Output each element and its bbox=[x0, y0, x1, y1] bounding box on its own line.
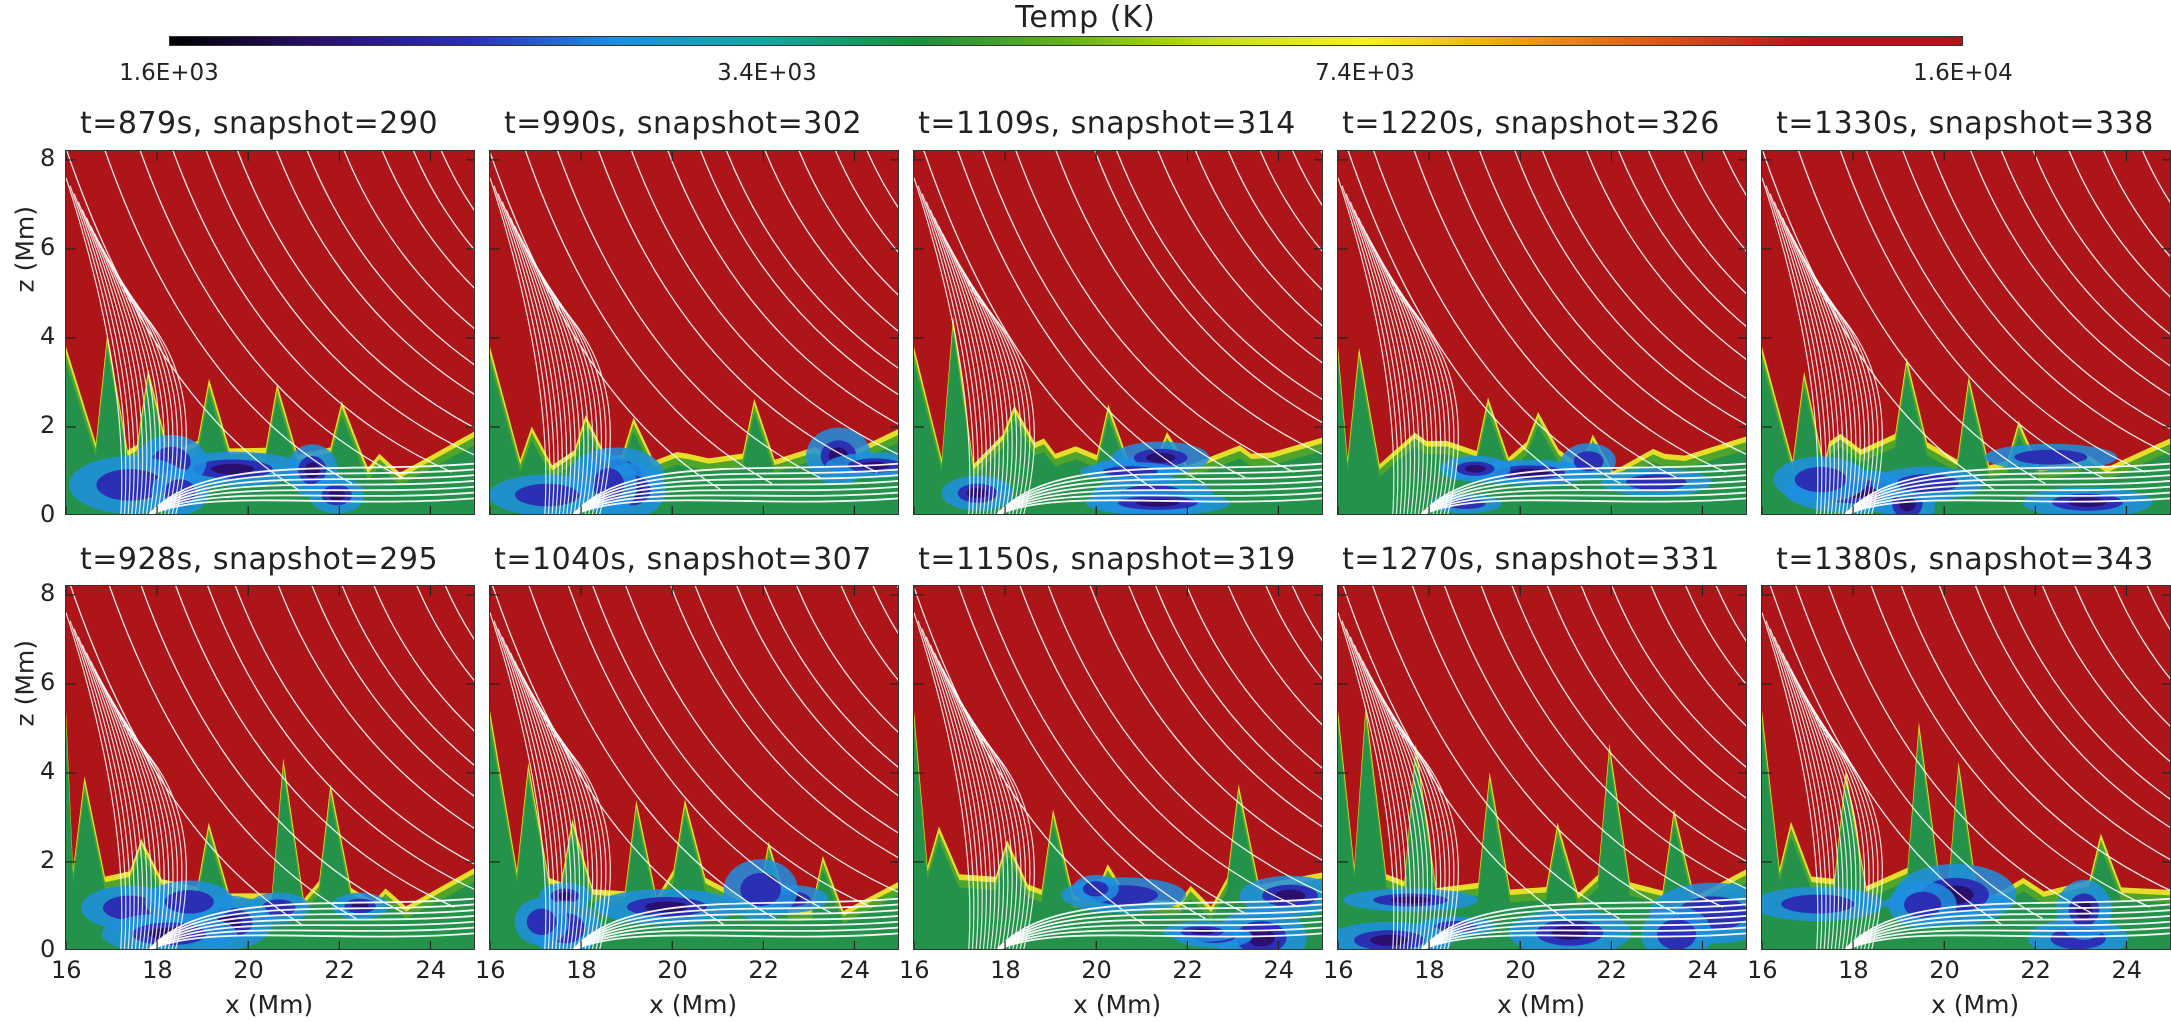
x-tick-label: 16 bbox=[475, 956, 506, 984]
panel-title: t=1270s, snapshot=331 bbox=[1342, 542, 1720, 577]
heatmap-svg bbox=[66, 151, 474, 514]
x-tick-label: 18 bbox=[566, 956, 597, 984]
y-tick-label: 0 bbox=[40, 935, 56, 963]
heatmap-svg bbox=[490, 586, 898, 949]
y-tick-label: 4 bbox=[40, 756, 56, 785]
panel-title: t=990s, snapshot=302 bbox=[503, 106, 863, 141]
heatmap-panel bbox=[1761, 150, 2171, 515]
y-axis-title: z (Mm) bbox=[10, 640, 40, 727]
y-tick-label: 2 bbox=[40, 410, 56, 439]
heatmap-panel bbox=[913, 585, 1323, 950]
x-tick-label: 16 bbox=[899, 956, 930, 984]
heatmap-panel bbox=[489, 585, 899, 950]
x-tick-label: 24 bbox=[1263, 956, 1294, 984]
heatmap-svg bbox=[490, 151, 898, 514]
heatmap-panel bbox=[489, 150, 899, 515]
colorbar-gradient bbox=[169, 36, 1963, 46]
x-tick-label: 18 bbox=[142, 956, 173, 984]
heatmap-panel bbox=[65, 585, 475, 950]
x-tick-label: 16 bbox=[1323, 956, 1354, 984]
x-axis-title: x (Mm) bbox=[1931, 990, 2020, 1019]
panel-title: t=1220s, snapshot=326 bbox=[1342, 106, 1720, 141]
x-tick-label: 18 bbox=[990, 956, 1021, 984]
heatmap-svg bbox=[1762, 151, 2170, 514]
y-tick-label: 8 bbox=[40, 578, 56, 607]
heatmap-panel bbox=[65, 150, 475, 515]
y-tick-label: 6 bbox=[40, 667, 56, 696]
x-tick-label: 22 bbox=[1172, 956, 1203, 984]
panel-title: t=928s, snapshot=295 bbox=[79, 542, 439, 577]
colorbar-tick-label: 1.6E+04 bbox=[1913, 60, 2013, 86]
panel-title: t=1330s, snapshot=338 bbox=[1776, 106, 2154, 141]
x-tick-label: 20 bbox=[1081, 956, 1112, 984]
x-tick-label: 22 bbox=[324, 956, 355, 984]
panel-title: t=1040s, snapshot=307 bbox=[494, 542, 872, 577]
x-tick-label: 24 bbox=[1687, 956, 1718, 984]
panel-title: t=879s, snapshot=290 bbox=[79, 106, 439, 141]
x-tick-label: 16 bbox=[1747, 956, 1778, 984]
x-tick-label: 24 bbox=[415, 956, 446, 984]
heatmap-panel bbox=[1761, 585, 2171, 950]
x-tick-label: 18 bbox=[1414, 956, 1445, 984]
x-axis-title: x (Mm) bbox=[649, 990, 738, 1019]
panel-title: t=1380s, snapshot=343 bbox=[1776, 542, 2154, 577]
heatmap-svg bbox=[914, 586, 1322, 949]
y-tick-label: 8 bbox=[40, 143, 56, 172]
heatmap-svg bbox=[1338, 151, 1746, 514]
x-tick-label: 18 bbox=[1838, 956, 1869, 984]
x-axis-title: x (Mm) bbox=[1497, 990, 1586, 1019]
y-tick-label: 6 bbox=[40, 232, 56, 261]
x-tick-label: 24 bbox=[839, 956, 870, 984]
x-tick-label: 16 bbox=[51, 956, 82, 984]
x-tick-label: 22 bbox=[748, 956, 779, 984]
x-tick-label: 20 bbox=[657, 956, 688, 984]
y-axis-title: z (Mm) bbox=[10, 206, 40, 293]
colorbar-tick-label: 7.4E+03 bbox=[1315, 60, 1415, 86]
heatmap-svg bbox=[66, 586, 474, 949]
y-tick-label: 0 bbox=[40, 500, 56, 528]
x-tick-label: 20 bbox=[1929, 956, 1960, 984]
colorbar-tick-label: 1.6E+03 bbox=[119, 60, 219, 86]
heatmap-svg bbox=[1762, 586, 2170, 949]
x-tick-label: 20 bbox=[1505, 956, 1536, 984]
colorbar-tick-label: 3.4E+03 bbox=[717, 60, 817, 86]
heatmap-svg bbox=[1338, 586, 1746, 949]
panel-title: t=1150s, snapshot=319 bbox=[918, 542, 1296, 577]
x-tick-label: 24 bbox=[2111, 956, 2142, 984]
x-tick-label: 22 bbox=[2020, 956, 2051, 984]
heatmap-panel bbox=[1337, 150, 1747, 515]
heatmap-panel bbox=[913, 150, 1323, 515]
x-tick-label: 20 bbox=[233, 956, 264, 984]
x-axis-title: x (Mm) bbox=[1073, 990, 1162, 1019]
heatmap-panel bbox=[1337, 585, 1747, 950]
colorbar-title: Temp (K) bbox=[1015, 0, 1156, 35]
y-tick-label: 2 bbox=[40, 845, 56, 874]
y-tick-label: 4 bbox=[40, 321, 56, 350]
x-tick-label: 22 bbox=[1596, 956, 1627, 984]
heatmap-svg bbox=[914, 151, 1322, 514]
x-axis-title: x (Mm) bbox=[225, 990, 314, 1019]
panel-title: t=1109s, snapshot=314 bbox=[918, 106, 1296, 141]
